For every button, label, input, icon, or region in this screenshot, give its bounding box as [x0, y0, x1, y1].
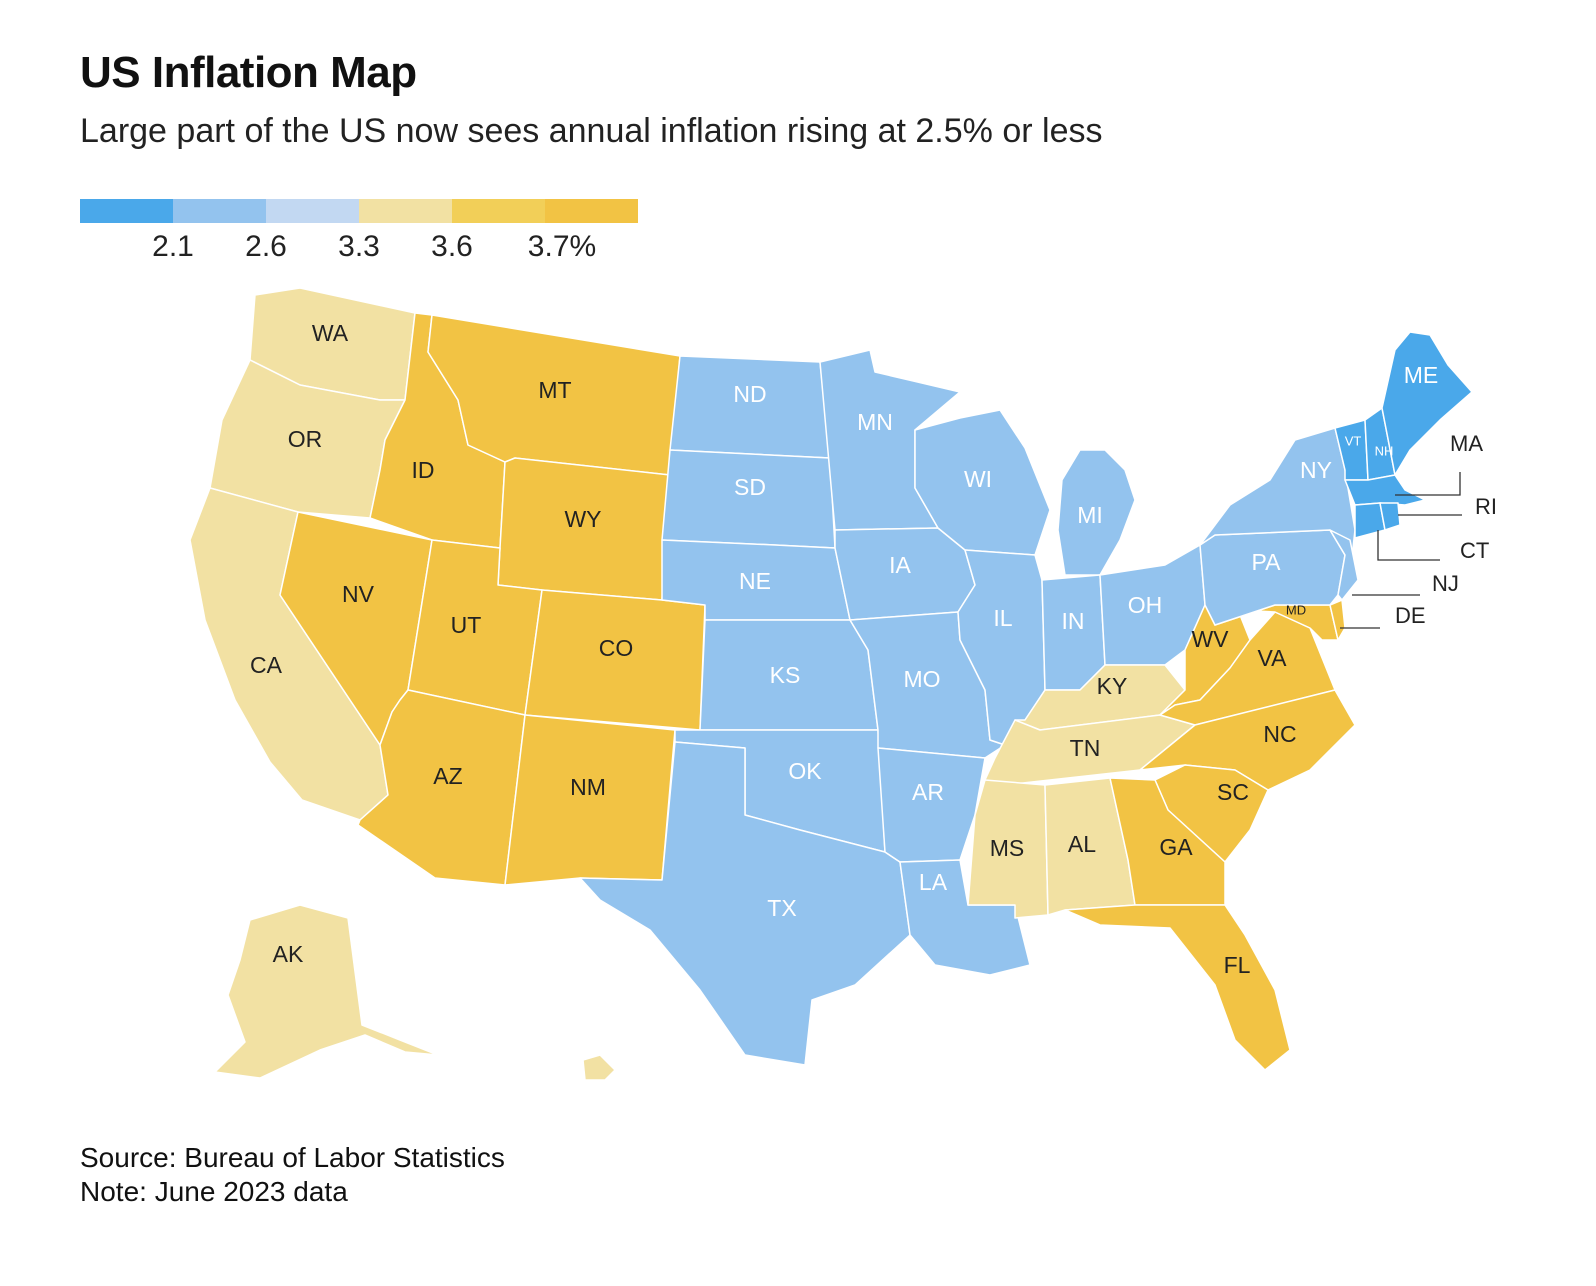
legend-tick-3: 3.3	[338, 230, 380, 263]
label-ME: ME	[1404, 362, 1439, 388]
label-NE: NE	[739, 568, 771, 594]
state-HI[interactable]	[582, 1054, 616, 1081]
label-OK: OK	[788, 758, 822, 784]
label-AR: AR	[912, 779, 944, 805]
legend-swatch-5	[452, 199, 545, 223]
label-CT: CT	[1460, 538, 1489, 563]
label-AK: AK	[273, 941, 304, 967]
label-VA: VA	[1258, 645, 1288, 671]
state-WI[interactable]	[914, 409, 1051, 556]
label-CO: CO	[599, 635, 634, 661]
legend-tick-4: 3.6	[431, 230, 473, 263]
label-NH: NH	[1375, 443, 1394, 458]
state-NY[interactable]	[1199, 427, 1356, 576]
chart-title: US Inflation Map	[80, 48, 417, 97]
label-NV: NV	[342, 581, 375, 607]
label-MS: MS	[990, 835, 1025, 861]
state-LA[interactable]	[899, 859, 1031, 976]
label-OR: OR	[288, 426, 323, 452]
label-FL: FL	[1224, 952, 1251, 978]
state-MI[interactable]	[1057, 449, 1136, 576]
label-AZ: AZ	[433, 763, 462, 789]
label-SD: SD	[734, 474, 766, 500]
label-WY: WY	[564, 506, 601, 532]
chart-subtitle: Large part of the US now sees annual inf…	[80, 112, 1103, 150]
label-VT: VT	[1345, 433, 1362, 448]
label-UT: UT	[451, 612, 482, 638]
label-CA: CA	[250, 652, 283, 678]
label-WI: WI	[964, 466, 992, 492]
label-IA: IA	[889, 552, 911, 578]
state-IL[interactable]	[957, 549, 1046, 746]
label-SC: SC	[1217, 779, 1249, 805]
state-AK[interactable]	[214, 904, 439, 1079]
label-NC: NC	[1263, 721, 1296, 747]
label-TX: TX	[767, 895, 796, 921]
label-ND: ND	[733, 381, 766, 407]
state-TX[interactable]	[579, 741, 911, 1066]
label-KY: KY	[1097, 673, 1128, 699]
legend-swatch-6	[545, 199, 638, 223]
source-note: Source: Bureau of Labor Statistics	[80, 1142, 505, 1173]
label-NJ: NJ	[1432, 571, 1459, 596]
legend-swatch-3	[266, 199, 359, 223]
legend-tick-2: 2.6	[245, 230, 287, 263]
label-MN: MN	[857, 409, 893, 435]
us-map: WA OR CA AK MT ID WY NV UT CO AZ NM ND S…	[189, 287, 1497, 1081]
label-GA: GA	[1159, 834, 1193, 860]
state-RI[interactable]	[1379, 502, 1401, 531]
label-TN: TN	[1070, 735, 1101, 761]
label-NY: NY	[1300, 457, 1332, 483]
label-ID: ID	[412, 457, 435, 483]
legend-swatch-2	[173, 199, 266, 223]
legend-color-bar	[80, 199, 638, 223]
label-KS: KS	[770, 662, 801, 688]
legend-swatch-4	[359, 199, 452, 223]
label-WA: WA	[312, 320, 349, 346]
state-MA[interactable]	[1344, 474, 1426, 506]
label-MI: MI	[1077, 502, 1103, 528]
state-GA[interactable]	[1109, 777, 1226, 906]
label-MD: MD	[1286, 602, 1306, 617]
state-NJ[interactable]	[1329, 529, 1359, 601]
label-AL: AL	[1068, 831, 1096, 857]
label-IL: IL	[993, 605, 1012, 631]
label-MA: MA	[1450, 431, 1483, 456]
state-FL[interactable]	[1064, 904, 1291, 1071]
label-DE: DE	[1395, 603, 1426, 628]
label-IN: IN	[1062, 608, 1085, 634]
callout-lines	[1340, 472, 1462, 629]
label-MO: MO	[903, 666, 940, 692]
legend-swatch-1	[80, 199, 173, 223]
label-PA: PA	[1252, 549, 1282, 575]
data-note: Note: June 2023 data	[80, 1176, 348, 1207]
label-MT: MT	[538, 377, 571, 403]
label-WV: WV	[1191, 626, 1229, 652]
label-RI: RI	[1475, 494, 1497, 519]
state-ME[interactable]	[1381, 331, 1473, 476]
legend-tick-5: 3.7%	[527, 230, 597, 263]
label-NM: NM	[570, 774, 606, 800]
label-OH: OH	[1128, 592, 1163, 618]
label-LA: LA	[919, 869, 948, 895]
legend-tick-1: 2.1	[152, 230, 194, 263]
